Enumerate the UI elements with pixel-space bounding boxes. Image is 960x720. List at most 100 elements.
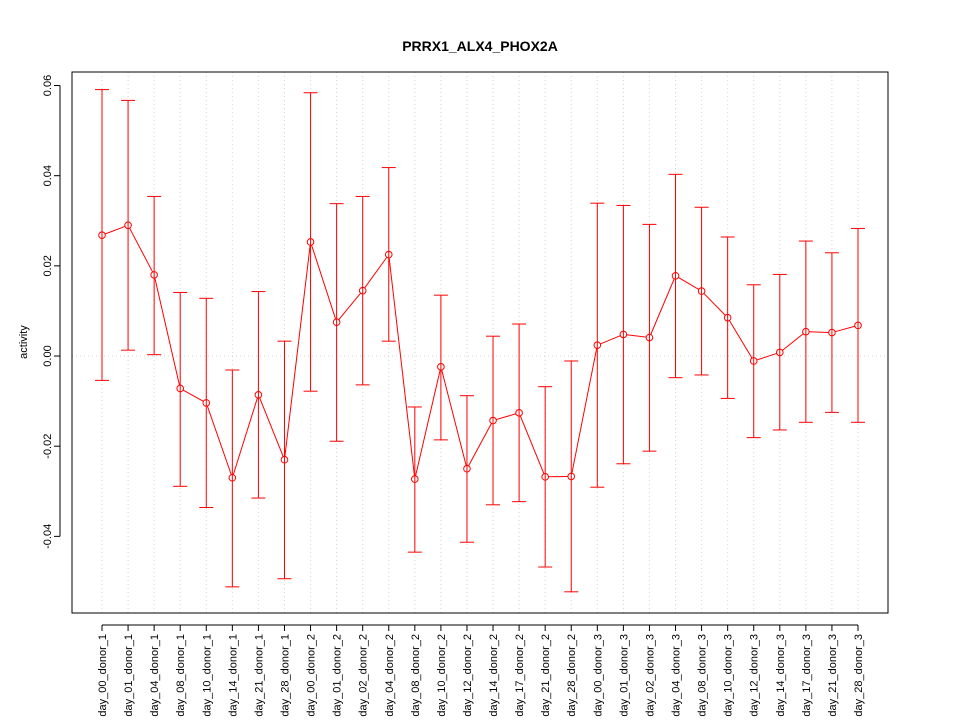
series-segment (364, 256, 388, 289)
x-tick-label: day_21_donor_2 (540, 634, 552, 717)
data-point (775, 348, 784, 357)
x-tick-label: day_10_donor_1 (201, 634, 213, 717)
series-segment (206, 405, 232, 475)
x-tick-label: day_17_donor_2 (514, 634, 526, 717)
data-point (515, 409, 523, 417)
x-tick-label: day_01_donor_1 (123, 634, 135, 717)
y-tick-label: 0.02 (42, 255, 54, 276)
data-point (306, 238, 315, 246)
series-segment (650, 278, 675, 335)
x-tick-label: day_14_donor_2 (488, 634, 500, 717)
data-point (593, 341, 602, 350)
x-tick-label: day_08_donor_1 (175, 634, 187, 717)
x-tick-label: day_00_donor_3 (592, 634, 604, 717)
x-tick-label: day_14_donor_1 (227, 634, 239, 717)
series-segment (104, 225, 126, 235)
series-segment (782, 333, 804, 351)
data-point (124, 221, 132, 230)
y-axis-label: activity (18, 325, 30, 359)
y-tick-label: -0.02 (42, 434, 54, 459)
series-segment (129, 227, 154, 273)
error-bars (95, 89, 865, 593)
series-segment (338, 292, 361, 320)
data-point (437, 363, 445, 371)
plot-frame (71, 71, 889, 614)
x-tick-label: day_10_donor_3 (723, 634, 735, 717)
series-segment (834, 325, 855, 333)
data-point (202, 399, 211, 407)
data-point (541, 473, 549, 481)
series-segment (154, 277, 180, 386)
series-segment (182, 389, 204, 402)
data-point (671, 271, 680, 280)
series-segment (728, 320, 753, 359)
x-tick-label: day_00_donor_2 (306, 634, 318, 717)
series-segment (626, 334, 647, 338)
series-segment (678, 277, 699, 290)
series-segment (232, 397, 258, 475)
x-tick-label: day_10_donor_2 (436, 634, 448, 717)
data-point (802, 327, 810, 336)
series-segment (388, 257, 415, 476)
data-point (98, 231, 106, 240)
x-tick-label: day_08_donor_2 (410, 634, 422, 717)
data-point (254, 390, 263, 399)
x-tick-label: day_02_donor_2 (358, 634, 370, 717)
x-tick-label: day_01_donor_2 (332, 634, 344, 717)
data-point (697, 287, 706, 295)
chart-title: PRRX1_ALX4_PHOX2A (402, 38, 558, 54)
series-segment (496, 413, 517, 421)
data-point (854, 321, 862, 330)
x-tick-label: day_01_donor_3 (618, 634, 630, 717)
x-tick-label: day_21_donor_3 (827, 634, 839, 717)
series-segment (284, 245, 311, 457)
series-segment (519, 415, 545, 474)
x-tick-label: day_28_donor_1 (279, 634, 291, 717)
x-axis: day_00_donor_1 day_01_donor_1 day_04_donor… (97, 624, 865, 717)
x-tick-label: day_12_donor_3 (749, 634, 761, 717)
x-tick-label: day_08_donor_3 (697, 634, 709, 717)
x-tick-label: day_14_donor_3 (775, 634, 787, 717)
y-axis: -0.04 -0.02 0.00 0.02 0.04 0.06 (42, 75, 61, 549)
grid-lines (72, 72, 888, 613)
x-tick-label: day_04_donor_1 (149, 634, 161, 717)
data-point (358, 286, 367, 295)
series-segment (468, 423, 492, 467)
y-tick-label: 0.00 (42, 345, 54, 366)
series-segment (415, 369, 441, 477)
data-point (749, 357, 758, 365)
data-point (332, 318, 341, 327)
activity-series (98, 221, 862, 483)
x-tick-label: day_04_donor_2 (384, 634, 396, 717)
series-segment (441, 369, 467, 466)
data-point (384, 250, 393, 259)
y-tick-label: 0.04 (42, 165, 54, 186)
x-tick-label: day_21_donor_1 (253, 634, 265, 717)
series-segment (259, 397, 284, 457)
data-point (463, 464, 471, 473)
data-point (228, 473, 237, 482)
x-tick-label: day_28_donor_3 (853, 634, 865, 717)
x-tick-label: day_28_donor_2 (566, 634, 578, 717)
series-segment (809, 331, 829, 333)
data-point (645, 333, 654, 342)
data-point (150, 271, 158, 279)
series-segment (756, 352, 777, 361)
data-point (567, 472, 576, 481)
data-point (411, 475, 419, 483)
y-tick-label: -0.04 (42, 524, 54, 549)
series-segment (311, 244, 337, 320)
x-tick-label: day_12_donor_2 (462, 634, 474, 717)
data-point (280, 455, 289, 464)
x-tick-label: day_04_donor_3 (671, 634, 683, 717)
data-point (619, 330, 628, 339)
data-point (828, 328, 836, 337)
x-tick-label: day_00_donor_1 (97, 634, 109, 717)
series-segment (703, 293, 726, 316)
data-point (176, 384, 185, 393)
data-point (489, 416, 497, 425)
x-tick-label: day_17_donor_3 (801, 634, 813, 717)
y-tick-label: 0.06 (42, 75, 54, 96)
series-segment (600, 335, 621, 345)
